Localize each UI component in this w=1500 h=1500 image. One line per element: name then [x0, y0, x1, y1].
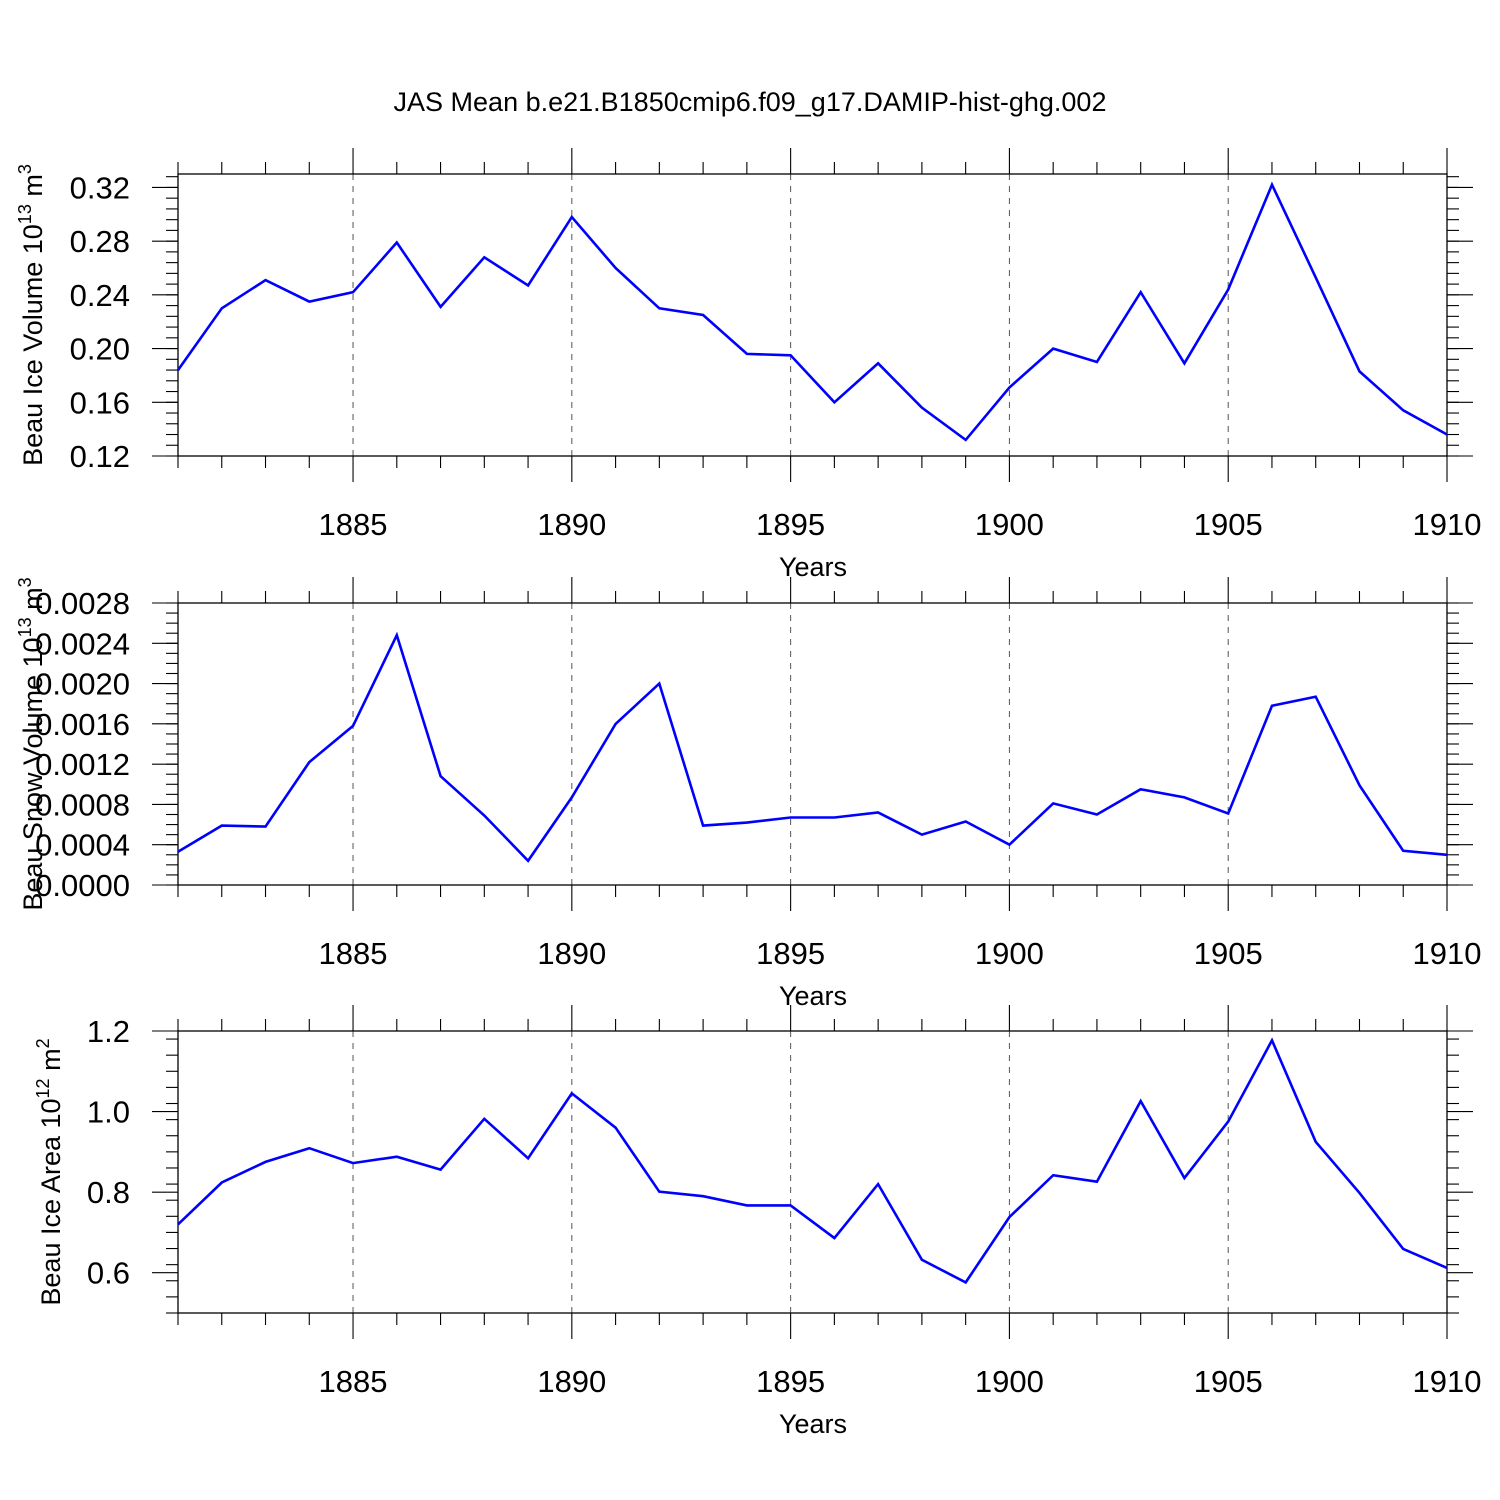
- x-tick-label: 1900: [975, 936, 1044, 971]
- chart-panel-3: 0.6 0.8 1.0 1.2 1885 1890 1895 1900 1905 1910 Year…: [33, 1005, 1481, 1439]
- x-tick-label: 1895: [756, 1364, 825, 1399]
- x-tick-label: 1895: [756, 936, 825, 971]
- y-tick-label: 0.0028: [35, 586, 130, 621]
- x-tick-label: 1905: [1194, 1364, 1263, 1399]
- x-tick-label: 1890: [537, 1364, 606, 1399]
- chart-panel-1: 0.12 0.16 0.20 0.24 0.28 0.32 1885 1890 1895 1900…: [15, 148, 1481, 582]
- x-tick-label: 1885: [319, 507, 388, 542]
- chart-title: JAS Mean b.e21.B1850cmip6.f09_g17.DAMIP-…: [394, 87, 1107, 117]
- y-tick-label: 0.24: [70, 278, 130, 313]
- x-tick-label: 1895: [756, 507, 825, 542]
- y-tick-label: 0.16: [70, 385, 130, 420]
- y-tick-label: 0.0000: [35, 868, 130, 903]
- y-axis-label: Beau Snow Volume 1013 m3: [15, 577, 48, 910]
- y-tick-label: 0.12: [70, 439, 130, 474]
- y-axis-label: Beau Ice Volume 1013 m3: [15, 164, 48, 466]
- y-tick-label: 1.2: [87, 1014, 130, 1049]
- x-axis-label: Years: [779, 981, 847, 1011]
- y-tick-label: 0.0020: [35, 667, 130, 702]
- chart-panel-2: 0.0000 0.0004 0.0008 0.0012 0.0016 0.0020 0.00…: [15, 577, 1481, 1011]
- plot-frame: [177, 1030, 1448, 1314]
- x-tick-label: 1885: [319, 936, 388, 971]
- x-tick-label: 1890: [537, 507, 606, 542]
- y-tick-label: 0.0012: [35, 747, 130, 782]
- y-tick-label: 0.6: [87, 1256, 130, 1291]
- y-tick-label: 0.0024: [35, 626, 130, 661]
- plot-frame: [177, 173, 1448, 457]
- x-tick-label: 1900: [975, 507, 1044, 542]
- x-tick-label: 1905: [1194, 507, 1263, 542]
- x-tick-label: 1910: [1413, 507, 1482, 542]
- y-tick-label: 0.0008: [35, 787, 130, 822]
- x-tick-label: 1885: [319, 1364, 388, 1399]
- x-tick-label: 1890: [537, 936, 606, 971]
- x-tick-label: 1900: [975, 1364, 1044, 1399]
- y-tick-label: 1.0: [87, 1095, 130, 1130]
- y-tick-label: 0.0004: [35, 828, 130, 863]
- series-line: [177, 1037, 1448, 1285]
- x-axis-label: Years: [779, 552, 847, 582]
- series-line: [176, 181, 1448, 442]
- y-axis-label: Beau Ice Area 1012 m2: [33, 1038, 66, 1305]
- y-tick-label: 0.32: [70, 170, 130, 205]
- x-tick-label: 1910: [1413, 1364, 1482, 1399]
- y-tick-label: 0.8: [87, 1175, 130, 1210]
- x-tick-label: 1910: [1413, 936, 1482, 971]
- x-axis-label: Years: [779, 1409, 847, 1439]
- x-tick-label: 1905: [1194, 936, 1263, 971]
- y-tick-label: 0.20: [70, 332, 130, 367]
- y-tick-label: 0.0016: [35, 707, 130, 742]
- y-tick-label: 0.28: [70, 224, 130, 259]
- series-line: [177, 631, 1448, 863]
